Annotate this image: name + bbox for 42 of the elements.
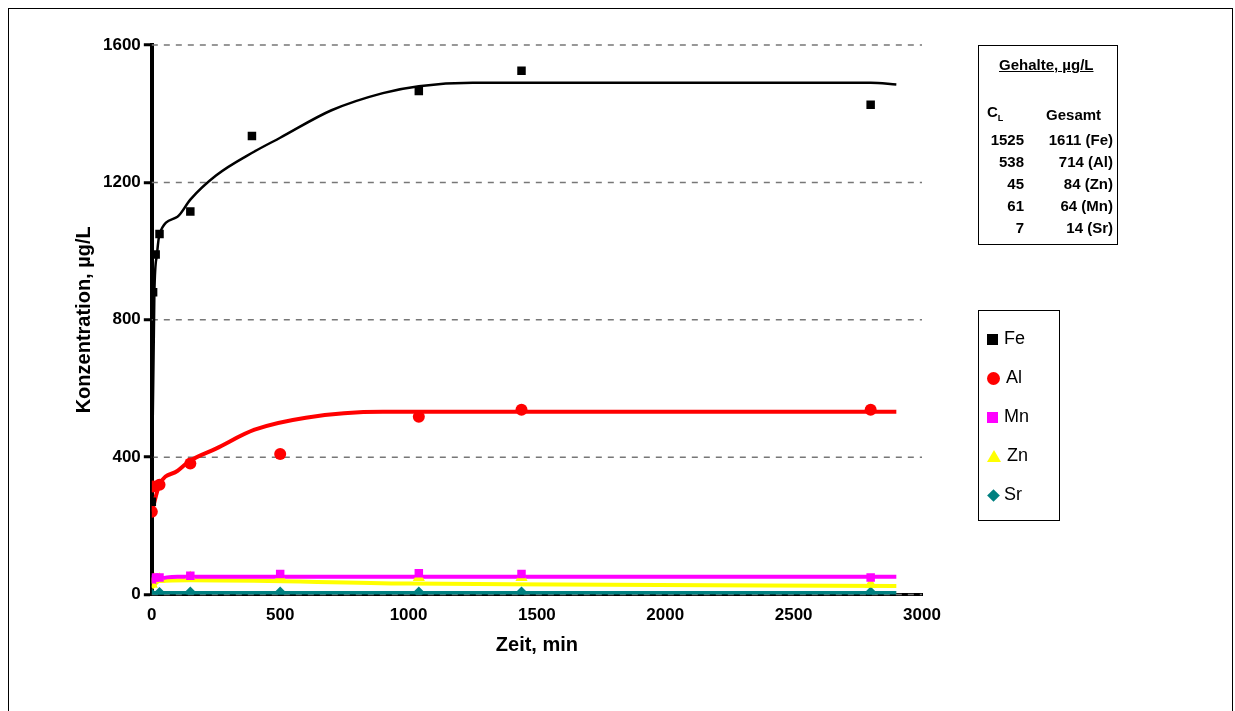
x-tick-label: 2500 xyxy=(774,605,813,625)
y-tick-label: 0 xyxy=(131,584,141,604)
y-tick-label: 400 xyxy=(112,446,141,466)
text: 64 (Mn) xyxy=(1059,196,1114,216)
text: 7 xyxy=(1014,218,1026,238)
point xyxy=(274,448,287,461)
text: 45 xyxy=(1006,174,1026,194)
point xyxy=(186,207,195,216)
text: 714 (Al) xyxy=(1057,152,1114,172)
text: 1611 (Fe) xyxy=(1047,130,1114,150)
point xyxy=(866,100,875,110)
text: C$_{L}$ xyxy=(986,102,1005,125)
y-tick-label: 1600 xyxy=(102,34,141,54)
x-axis-title: Zeit, min xyxy=(495,632,579,655)
legend-label: Fe xyxy=(1004,328,1026,348)
text: 1525 xyxy=(989,130,1026,150)
x-tick-label: 1000 xyxy=(389,605,428,625)
legend-label: Al xyxy=(1006,367,1023,387)
text: 14 (Sr) xyxy=(1065,218,1114,238)
point xyxy=(153,478,166,491)
x-tick-label: 1500 xyxy=(518,605,556,625)
legend-label: Zn xyxy=(1007,445,1029,465)
legend-label: Sr xyxy=(1004,484,1022,504)
y-tick-label: 1200 xyxy=(102,172,141,192)
point xyxy=(864,403,877,416)
text: Gesamt xyxy=(1045,105,1103,125)
point xyxy=(515,403,528,416)
y-axis-title: Konzentration, µg/L xyxy=(71,226,94,414)
x-tick-label: 3000 xyxy=(903,605,941,625)
point xyxy=(517,66,526,76)
point xyxy=(155,229,164,239)
point xyxy=(866,573,875,582)
x-tick-label: 0 xyxy=(147,605,157,625)
point xyxy=(184,457,197,470)
y-tick-label: 800 xyxy=(112,309,141,329)
legend-label: Mn xyxy=(1004,406,1030,426)
text: 84 (Zn) xyxy=(1062,174,1114,194)
text: Gehalte, µg/L xyxy=(999,56,1094,73)
text: 538 xyxy=(998,152,1026,172)
x-tick-label: 2000 xyxy=(646,605,685,625)
text: 61 xyxy=(1006,196,1026,216)
x-tick-label: 500 xyxy=(265,605,295,625)
